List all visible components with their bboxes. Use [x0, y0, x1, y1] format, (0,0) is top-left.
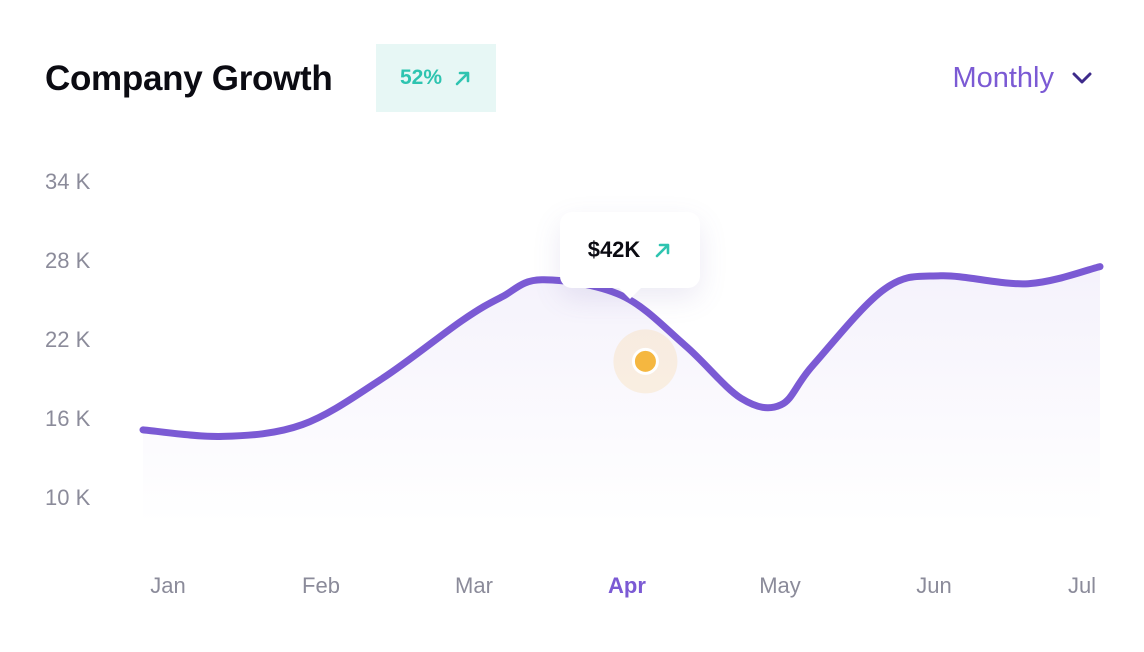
chevron-down-icon: [1072, 72, 1092, 84]
chart-title: Company Growth: [45, 59, 333, 98]
value-tooltip: $42K: [560, 212, 700, 299]
series-area: [143, 266, 1100, 525]
tooltip-value: $42K: [587, 237, 641, 262]
x-tick-label: Jun: [916, 573, 951, 598]
period-select[interactable]: Monthly: [952, 58, 1092, 98]
growth-percentage: 52%: [399, 66, 443, 89]
y-tick-label: 22 K: [45, 327, 91, 352]
period-select-label: Monthly: [952, 62, 1054, 94]
arrow-up-right-icon: [655, 243, 670, 258]
series-line: [139, 263, 1104, 440]
y-tick-label: 34 K: [45, 169, 91, 194]
x-tick-label: May: [759, 573, 801, 598]
y-axis: 34 K 28 K 22 K 16 K 10 K: [45, 169, 91, 510]
y-tick-label: 28 K: [45, 248, 91, 273]
y-tick-label: 16 K: [45, 406, 91, 431]
x-tick-label: Feb: [302, 573, 340, 598]
x-axis: Jan Feb Mar Apr May Jun Jul: [150, 573, 1096, 598]
highlight-point[interactable]: [631, 347, 659, 375]
arrow-up-right-icon: [455, 71, 470, 86]
y-tick-label: 10 K: [45, 485, 91, 510]
x-tick-label: Jul: [1068, 573, 1096, 598]
x-tick-label: Jan: [150, 573, 185, 598]
x-tick-label: Mar: [455, 573, 493, 598]
x-tick-label: Apr: [608, 573, 646, 598]
growth-badge: 52%: [376, 44, 496, 112]
